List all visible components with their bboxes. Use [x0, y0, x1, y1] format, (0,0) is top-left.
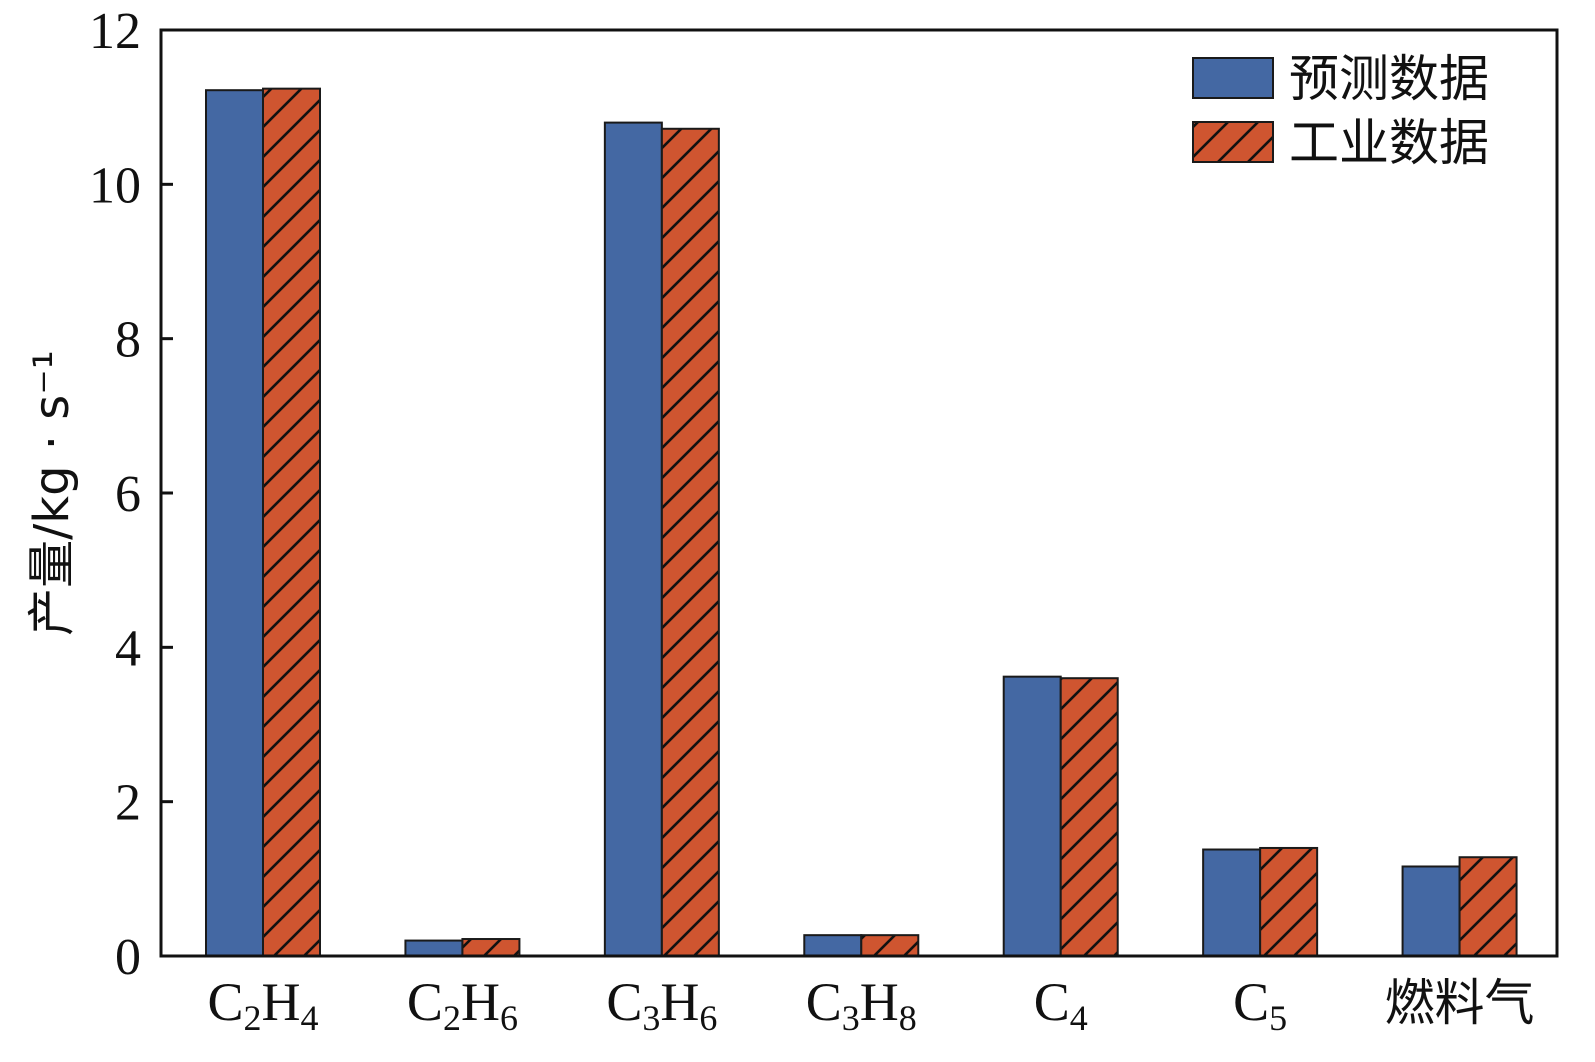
- bar-predicted: [1401, 865, 1461, 958]
- x-category-label: 燃料气: [1385, 974, 1535, 1032]
- bar-predicted: [404, 939, 464, 957]
- y-axis-title: 产量/kg · s⁻¹: [24, 350, 80, 636]
- bar-predicted: [603, 121, 663, 958]
- bar-predicted: [1202, 848, 1262, 958]
- legend-swatch: [1192, 121, 1274, 163]
- y-tick-label: 12: [89, 3, 141, 60]
- y-axis: 0 2 4 6 8 10 12: [89, 3, 173, 986]
- legend-label: 预测数据: [1289, 50, 1489, 108]
- bar-predicted: [803, 934, 863, 957]
- bar-industrial: [860, 934, 920, 957]
- bar-industrial: [1259, 846, 1319, 958]
- legend-label: 工业数据: [1289, 114, 1489, 172]
- x-category-label: C4: [1034, 972, 1088, 1038]
- bar-predicted: [205, 89, 264, 957]
- bar-industrial: [660, 127, 720, 958]
- bar-industrial: [1059, 677, 1119, 957]
- y-tick-label: 6: [115, 466, 141, 523]
- legend-swatch: [1192, 57, 1274, 99]
- x-category-label: C2H4: [207, 972, 318, 1038]
- y-tick-label: 0: [115, 929, 141, 986]
- x-category-label: C5: [1233, 972, 1287, 1038]
- bar-industrial: [1458, 856, 1518, 958]
- bar-industrial: [262, 87, 321, 957]
- y-tick-label: 2: [115, 775, 141, 832]
- bar-industrial: [461, 938, 521, 957]
- x-category-label: C3H8: [806, 972, 917, 1038]
- x-category-label: C2H6: [407, 972, 518, 1038]
- bars-layer: [205, 87, 1518, 958]
- x-axis: C2H4 C2H6 C3H6 C3H8 C4 C5 燃料气: [207, 972, 1534, 1038]
- bar-predicted: [1002, 675, 1062, 957]
- y-tick-label: 8: [115, 312, 141, 369]
- y-tick-label: 10: [89, 157, 141, 214]
- x-category-label: C3H6: [606, 972, 717, 1038]
- y-tick-label: 4: [115, 620, 141, 677]
